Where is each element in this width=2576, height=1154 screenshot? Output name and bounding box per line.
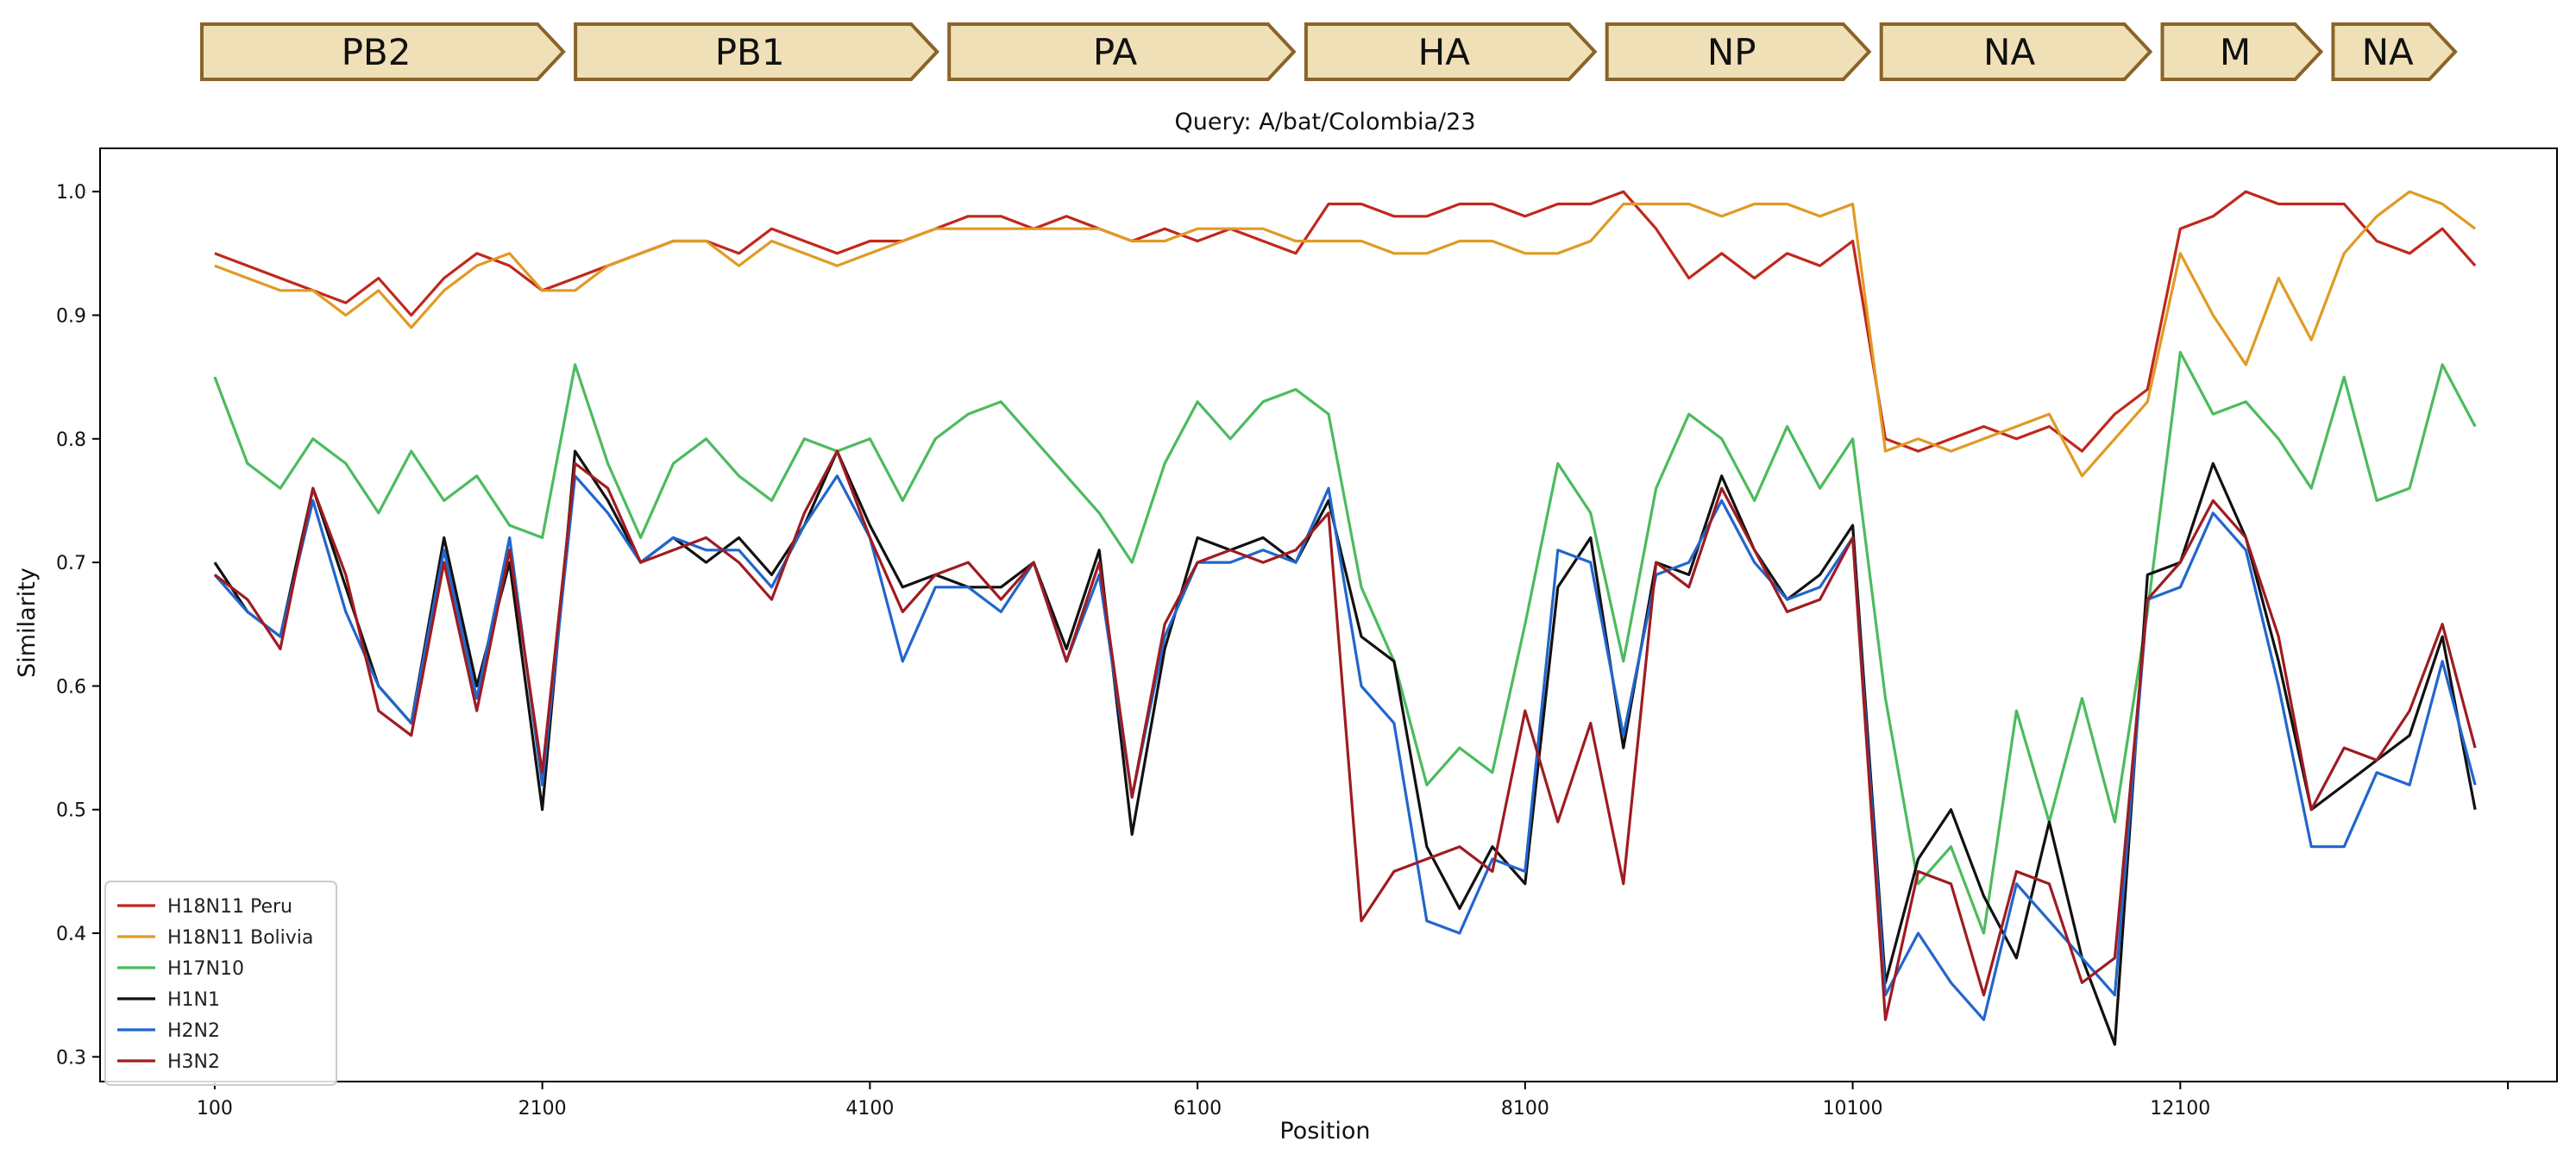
x-tick-label: 10100 [1823,1098,1883,1120]
y-tick-label: 0.9 [56,305,86,327]
series-lines [213,190,2477,1046]
segment-arrow-pb1 [574,22,939,81]
series-line-h18n11-bolivia [214,190,2477,478]
segment-label-na: NA [1983,31,2035,73]
segment-arrow-na [1879,22,2153,81]
segment-arrow-np [1605,22,1872,81]
plot-frame [99,147,2558,1082]
x-tick-label: 8100 [1501,1098,1549,1120]
segment-label-na: NA [2362,31,2414,73]
segment-label-pb1: PB1 [715,31,785,73]
x-axis-label: Position [1279,1118,1370,1145]
segment-arrow-m [2160,22,2324,81]
legend-label: H18N11 Bolivia [167,927,313,949]
segment-arrow-na [2331,22,2458,81]
y-axis-label: Similarity [14,568,41,678]
series-line-h18n11-peru [214,190,2477,453]
segment-arrow-ha [1304,22,1598,81]
y-tick-label: 0.8 [56,430,86,451]
legend-label: H3N2 [167,1051,220,1073]
x-tick-label: 6100 [1173,1098,1222,1120]
segment-label-np: NP [1707,31,1756,73]
segment-label-pa: PA [1093,31,1138,73]
x-tick-label: 2100 [518,1098,567,1120]
segment-label-m: M [2220,31,2251,73]
y-tick-label: 0.7 [56,553,86,574]
series-line-h3n2 [213,449,2477,1021]
segment-label-ha: HA [1418,31,1471,73]
y-tick-label: 0.3 [56,1047,86,1069]
legend-box [104,881,337,1086]
segment-arrow-pa [947,22,1297,81]
x-axis: 100 2100 4100 6100 8100 10100 12100 [197,1082,2510,1120]
y-axis: 0.3 0.4 0.5 0.6 0.7 0.8 0.9 1.0 [56,182,100,1069]
legend: H18N11 Peru H18N11 Bolivia H17N10 H1N1 H2N2 H… [104,881,337,1086]
segment-arrow-pb2 [200,22,566,81]
y-tick-label: 0.5 [56,800,86,822]
x-tick-label: 100 [197,1098,233,1120]
legend-label: H2N2 [167,1020,220,1042]
legend-label: H18N11 Peru [167,896,292,918]
y-tick-label: 1.0 [56,182,86,204]
x-tick-label: 4100 [845,1098,894,1120]
y-tick-label: 0.4 [56,924,86,945]
segment-label-pb2: PB2 [342,31,412,73]
plot-area [99,147,2558,1082]
chart-title: Query: A/bat/Colombia/23 [1174,109,1475,135]
series-line-h2n2 [213,474,2477,1021]
legend-label: H1N1 [167,989,220,1011]
series-line-h17n10 [213,350,2477,935]
x-tick-label: 12100 [2150,1098,2210,1120]
y-tick-label: 0.6 [56,676,86,698]
genome-segment-bar: PB2 PB1 PA HA NP NA M NA [200,22,2458,81]
legend-label: H17N10 [167,958,244,980]
